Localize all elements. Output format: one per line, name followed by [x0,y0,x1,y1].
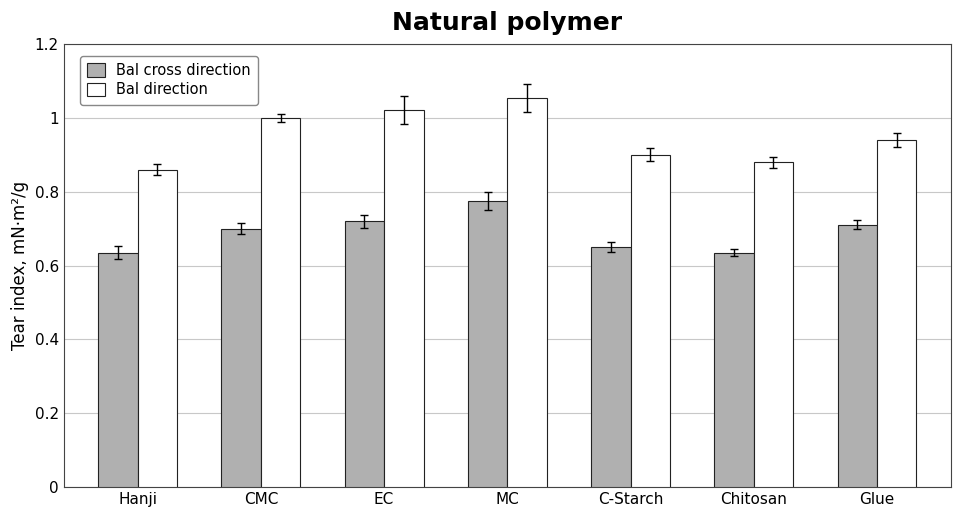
Bar [221,228,260,487]
Y-axis label: Tear index, mN·m²/g: Tear index, mN·m²/g [12,181,29,350]
Bar [260,118,300,487]
Bar [629,155,669,487]
Bar [590,247,629,487]
Bar [753,162,793,487]
Title: Natural polymer: Natural polymer [392,11,622,35]
Bar [137,169,177,487]
Bar [837,225,876,487]
Bar [467,201,506,487]
Bar [344,221,383,487]
Bar [714,253,753,487]
Legend: Bal cross direction, Bal direction: Bal cross direction, Bal direction [80,56,259,105]
Bar [383,110,423,487]
Bar [98,253,137,487]
Bar [506,97,546,487]
Bar [876,140,916,487]
